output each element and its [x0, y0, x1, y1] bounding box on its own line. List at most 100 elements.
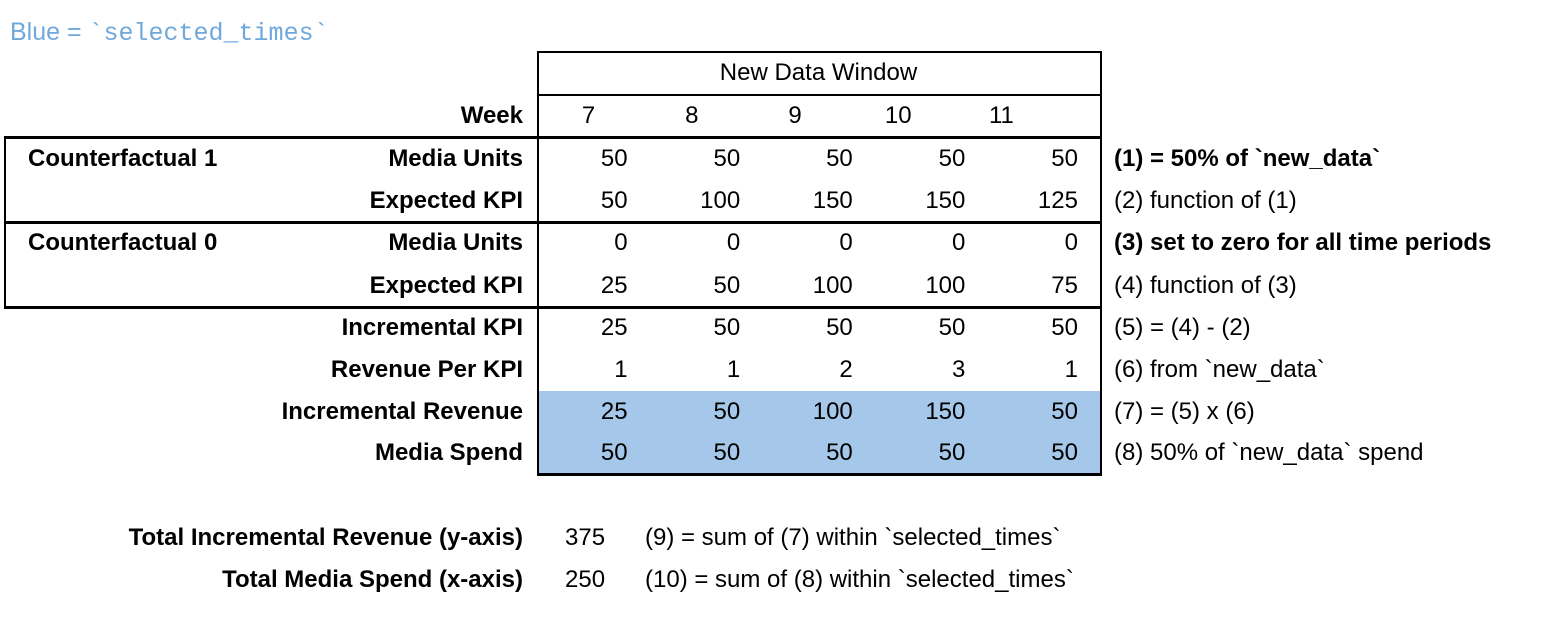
data-cells: 50 100 150 150 125 — [537, 187, 1100, 215]
data-cell: 25 — [600, 397, 628, 425]
row-note: (3) set to zero for all time periods — [1114, 229, 1492, 256]
data-cell: 150 — [812, 187, 853, 214]
row-note: (6) from `new_data` — [1114, 356, 1325, 383]
data-cell: 2 — [839, 356, 853, 383]
data-cell: 100 — [812, 271, 853, 299]
row-note: (7) = (5) x (6) — [1114, 397, 1255, 425]
data-cells: 50 50 50 50 50 — [537, 439, 1100, 467]
legend-code: `selected_times` — [88, 19, 329, 48]
row-label: Media Units — [388, 229, 523, 256]
data-cell: 50 — [713, 144, 741, 172]
week-columns: 7 8 9 10 11 — [537, 102, 1053, 130]
data-cell: 1 — [1064, 356, 1078, 383]
row-label: Expected KPI — [369, 271, 523, 299]
border-cf1-top — [4, 136, 1102, 139]
data-cells: 0 0 0 0 0 — [537, 229, 1100, 257]
week-column-header: 8 — [685, 102, 699, 129]
data-cell: 0 — [726, 229, 741, 256]
table-row: Expected KPI 50 100 150 150 125 (2) func… — [0, 180, 1297, 222]
data-cell: 100 — [812, 397, 853, 425]
week-row: Week 7 8 9 10 11 — [0, 95, 1053, 137]
data-cell: 125 — [1037, 187, 1078, 214]
data-cell: 1 — [726, 356, 741, 383]
data-cells: 1 1 2 3 1 — [537, 356, 1100, 384]
data-cell: 50 — [713, 314, 741, 341]
total-note: (10) = sum of (8) within `selected_times… — [645, 566, 1074, 593]
total-value: 250 — [565, 566, 606, 593]
data-cell: 50 — [1051, 397, 1078, 425]
border-data-right — [1100, 51, 1102, 476]
data-cell: 50 — [600, 144, 628, 172]
data-cell: 150 — [925, 187, 966, 214]
data-cell: 50 — [1051, 144, 1078, 172]
table-row: Counterfactual 1 Media Units 50 50 50 50… — [0, 137, 1380, 180]
row-note: (2) function of (1) — [1114, 187, 1297, 214]
border-cf0-top — [4, 221, 1102, 224]
data-cell: 50 — [938, 144, 966, 172]
data-cell: 0 — [614, 229, 628, 256]
table-row: Incremental Revenue 25 50 100 150 50 (7)… — [0, 391, 1255, 432]
week-column-header: 9 — [788, 102, 802, 129]
data-cell: 100 — [925, 271, 966, 299]
data-cell: 1 — [614, 356, 628, 383]
total-label: Total Media Spend (x-axis) — [222, 566, 523, 593]
table-row: Media Spend 50 50 50 50 50 (8) 50% of `n… — [0, 432, 1424, 474]
row-label: Media Units — [388, 144, 523, 172]
data-cell: 3 — [952, 356, 966, 383]
row-note: (5) = (4) - (2) — [1114, 314, 1251, 341]
border-data-left — [537, 51, 539, 476]
total-row-incremental-revenue: Total Incremental Revenue (y-axis) 375 (… — [0, 517, 1061, 559]
data-cells: 25 50 50 50 50 — [537, 314, 1100, 342]
data-cell: 50 — [713, 271, 741, 299]
week-column-header: 7 — [581, 102, 596, 129]
data-cell: 50 — [713, 397, 741, 425]
data-cell: 50 — [600, 187, 628, 214]
data-cell: 50 — [1051, 314, 1078, 341]
row-note: (1) = 50% of `new_data` — [1114, 144, 1381, 172]
data-cell: 50 — [938, 439, 966, 466]
border-cf0-bottom — [4, 306, 1102, 309]
data-cell: 50 — [938, 314, 966, 341]
total-value: 375 — [565, 524, 606, 551]
border-table-bottom — [537, 473, 1102, 476]
data-cells: 25 50 100 150 50 — [537, 398, 1100, 426]
data-cell: 50 — [826, 144, 853, 172]
data-cell: 100 — [700, 187, 741, 214]
legend: Blue = `selected_times` — [10, 18, 329, 48]
table-row: Incremental KPI 25 50 50 50 50 (5) = (4)… — [0, 307, 1251, 349]
selected-times-highlight — [539, 391, 1100, 473]
week-column-header: 10 — [884, 102, 912, 129]
row-label: Expected KPI — [369, 187, 523, 214]
table-row: Counterfactual 0 Media Units 0 0 0 0 0 (… — [0, 222, 1491, 264]
data-cells: 50 50 50 50 50 — [537, 145, 1100, 173]
data-cell: 0 — [952, 229, 966, 256]
data-cell: 0 — [839, 229, 853, 256]
row-note: (8) 50% of `new_data` spend — [1114, 439, 1424, 466]
border-groups-left — [4, 136, 6, 309]
table-row: Revenue Per KPI 1 1 2 3 1 (6) from `new_… — [0, 349, 1325, 391]
group-label-counterfactual-1: Counterfactual 1 — [28, 144, 218, 172]
border-header-top — [537, 51, 1102, 53]
data-cell: 50 — [826, 439, 853, 466]
table-header-row: New Data Window — [0, 51, 1100, 95]
row-label: Revenue Per KPI — [330, 356, 523, 383]
border-header-divider — [537, 94, 1102, 96]
data-cell: 50 — [826, 314, 853, 341]
data-cell: 50 — [713, 439, 741, 466]
data-cell: 50 — [1051, 439, 1078, 466]
total-note: (9) = sum of (7) within `selected_times` — [645, 524, 1061, 551]
week-label: Week — [460, 102, 523, 129]
row-label: Media Spend — [374, 439, 523, 466]
data-cell: 75 — [1051, 271, 1078, 299]
data-cell: 50 — [600, 439, 628, 466]
data-cell: 150 — [925, 397, 966, 425]
new-data-window-header: New Data Window — [719, 59, 918, 86]
data-cells: 25 50 100 100 75 — [537, 272, 1100, 300]
data-cell: 25 — [600, 314, 628, 341]
total-row-media-spend: Total Media Spend (x-axis) 250 (10) = su… — [0, 559, 1074, 601]
data-cell: 0 — [1064, 229, 1078, 256]
total-label: Total Incremental Revenue (y-axis) — [128, 524, 523, 551]
table-row: Expected KPI 25 50 100 100 75 (4) functi… — [0, 264, 1297, 307]
group-label-counterfactual-0: Counterfactual 0 — [28, 229, 218, 256]
